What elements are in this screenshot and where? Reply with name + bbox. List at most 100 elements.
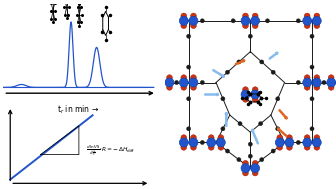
Circle shape xyxy=(271,70,275,74)
Circle shape xyxy=(157,75,163,81)
Circle shape xyxy=(304,13,310,19)
Circle shape xyxy=(287,144,292,150)
Circle shape xyxy=(175,81,179,84)
Circle shape xyxy=(251,16,260,25)
Circle shape xyxy=(252,13,258,19)
Circle shape xyxy=(243,13,248,19)
Circle shape xyxy=(181,144,187,150)
Text: t$_r$ in min →: t$_r$ in min → xyxy=(57,103,99,116)
Circle shape xyxy=(243,23,248,29)
Circle shape xyxy=(157,84,163,90)
Circle shape xyxy=(208,144,214,150)
Circle shape xyxy=(296,140,300,145)
Circle shape xyxy=(189,16,198,25)
Circle shape xyxy=(314,23,320,29)
Circle shape xyxy=(252,170,258,176)
Circle shape xyxy=(191,84,196,90)
Circle shape xyxy=(248,34,252,38)
Text: $\frac{d\,\ln V_N}{d\!\left(\!\frac{1}{T}\!\right)}\!\cdot\!R\!=\!-\Delta H_{\rm: $\frac{d\,\ln V_N}{d\!\left(\!\frac{1}{T… xyxy=(86,143,135,158)
Circle shape xyxy=(186,97,191,101)
Circle shape xyxy=(328,75,334,81)
Circle shape xyxy=(276,97,280,101)
Circle shape xyxy=(167,75,172,81)
Circle shape xyxy=(314,13,320,19)
Circle shape xyxy=(189,138,198,147)
Circle shape xyxy=(218,135,224,141)
Circle shape xyxy=(314,135,320,141)
Circle shape xyxy=(200,140,204,145)
Circle shape xyxy=(312,16,321,25)
Circle shape xyxy=(221,127,225,131)
Circle shape xyxy=(218,144,224,150)
Circle shape xyxy=(328,84,334,90)
Circle shape xyxy=(179,138,188,147)
Circle shape xyxy=(165,78,174,87)
Circle shape xyxy=(248,142,252,146)
Circle shape xyxy=(304,84,310,90)
Circle shape xyxy=(216,138,225,147)
Circle shape xyxy=(181,13,187,19)
Circle shape xyxy=(252,23,258,29)
Circle shape xyxy=(241,16,250,25)
Circle shape xyxy=(241,164,250,173)
Circle shape xyxy=(252,160,258,166)
Circle shape xyxy=(155,78,164,87)
Circle shape xyxy=(303,78,312,87)
Circle shape xyxy=(191,13,196,19)
Circle shape xyxy=(191,23,196,29)
Circle shape xyxy=(225,149,229,153)
Circle shape xyxy=(296,81,300,84)
Circle shape xyxy=(243,87,248,93)
Circle shape xyxy=(275,138,284,147)
Circle shape xyxy=(221,97,225,101)
Circle shape xyxy=(189,78,198,87)
Circle shape xyxy=(248,154,252,158)
Circle shape xyxy=(296,19,300,23)
Circle shape xyxy=(258,122,263,126)
Circle shape xyxy=(277,144,283,150)
Circle shape xyxy=(304,144,310,150)
Circle shape xyxy=(314,75,320,81)
Circle shape xyxy=(208,135,214,141)
Circle shape xyxy=(179,78,188,87)
Circle shape xyxy=(237,60,241,64)
Circle shape xyxy=(200,19,204,23)
Circle shape xyxy=(181,23,187,29)
Circle shape xyxy=(260,60,264,64)
Circle shape xyxy=(303,138,312,147)
Circle shape xyxy=(191,135,196,141)
Circle shape xyxy=(304,75,310,81)
Circle shape xyxy=(243,96,248,102)
Circle shape xyxy=(243,160,248,166)
Circle shape xyxy=(238,122,242,126)
Circle shape xyxy=(241,90,250,99)
Circle shape xyxy=(276,127,280,131)
Circle shape xyxy=(186,127,191,131)
Circle shape xyxy=(251,90,260,99)
Circle shape xyxy=(304,135,310,141)
Circle shape xyxy=(271,149,275,153)
Circle shape xyxy=(200,81,204,84)
Circle shape xyxy=(207,138,216,147)
Circle shape xyxy=(225,70,229,74)
Circle shape xyxy=(312,78,321,87)
Circle shape xyxy=(287,135,292,141)
Circle shape xyxy=(186,65,191,69)
Circle shape xyxy=(251,164,260,173)
Circle shape xyxy=(285,138,294,147)
Circle shape xyxy=(322,81,326,84)
Circle shape xyxy=(304,23,310,29)
Circle shape xyxy=(252,96,258,102)
Circle shape xyxy=(310,97,314,101)
Circle shape xyxy=(181,84,187,90)
Circle shape xyxy=(181,135,187,141)
Circle shape xyxy=(310,127,314,131)
Circle shape xyxy=(243,170,248,176)
Circle shape xyxy=(181,75,187,81)
Circle shape xyxy=(303,16,312,25)
Circle shape xyxy=(252,87,258,93)
Circle shape xyxy=(312,138,321,147)
Circle shape xyxy=(277,135,283,141)
Circle shape xyxy=(265,19,269,23)
Circle shape xyxy=(191,144,196,150)
